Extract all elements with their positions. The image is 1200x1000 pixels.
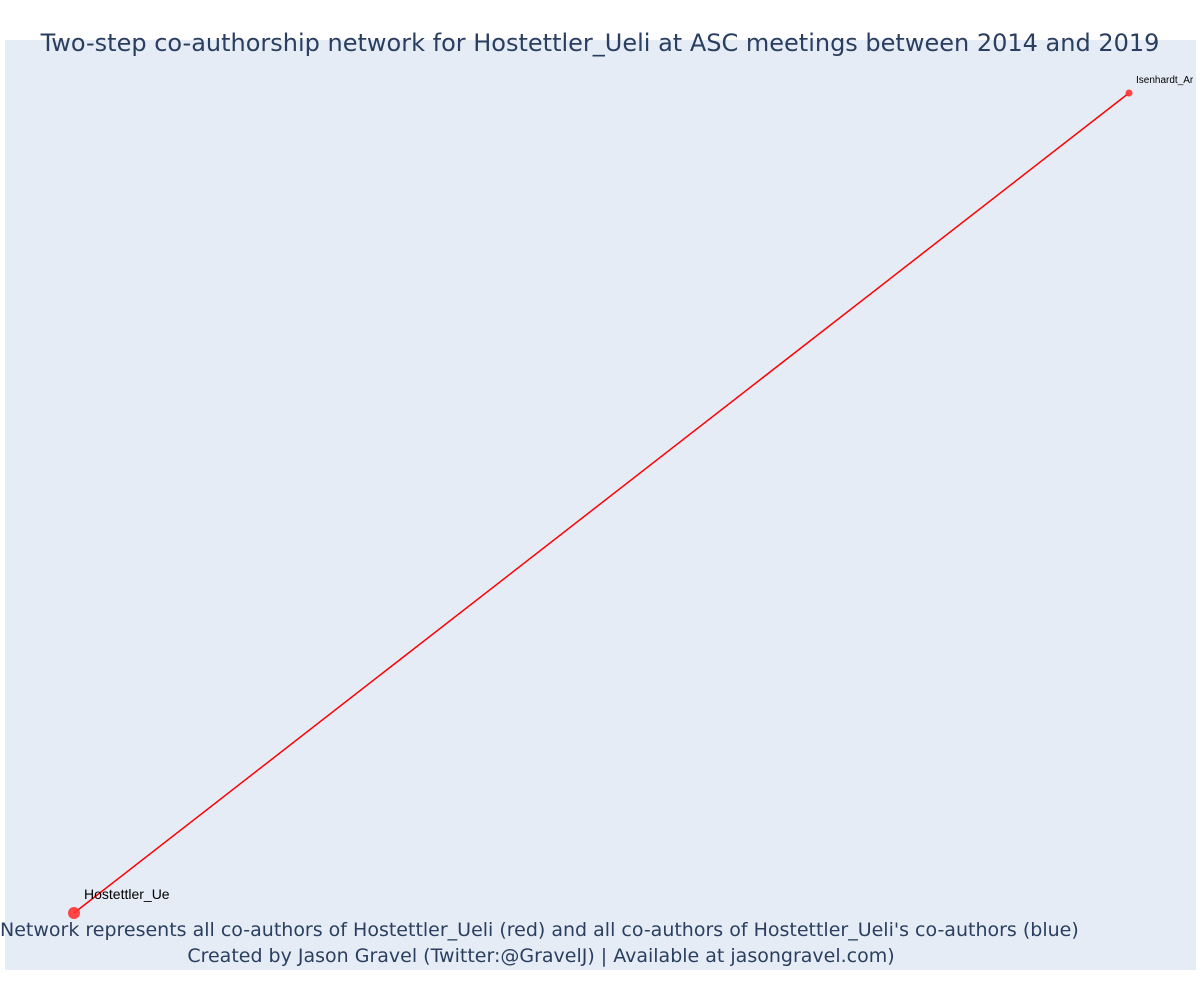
node-label-1: Isenhardt_Ar <box>1136 75 1194 86</box>
chart-title: Two-step co-authorship network for Hoste… <box>40 29 1160 57</box>
node-label-0: Hostettler_Ue <box>84 886 170 902</box>
node-coauthor-1[interactable] <box>1125 89 1133 97</box>
caption-line-1: Network represents all co-authors of Hos… <box>0 919 1079 941</box>
node-focal-0[interactable] <box>68 907 80 919</box>
caption-line-2: Created by Jason Gravel (Twitter:@Gravel… <box>187 945 895 967</box>
edge-0 <box>73 92 1130 914</box>
